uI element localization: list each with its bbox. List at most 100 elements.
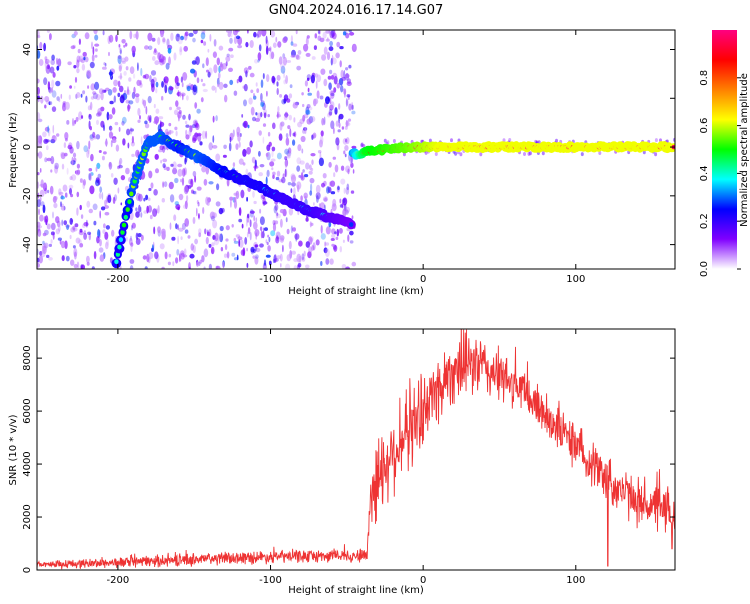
- spectrogram-noise-cell: [108, 34, 114, 43]
- spectrogram-noise-cell: [104, 211, 110, 216]
- spectrogram-noise-cell: [348, 103, 352, 111]
- spectrogram-noise-cell: [50, 59, 55, 66]
- spectrogram-noise-cell: [324, 241, 327, 247]
- spectrogram-noise-cell: [272, 219, 276, 226]
- spectrogram-noise-cell: [186, 85, 191, 92]
- spectrogram-noise-cell: [192, 86, 197, 96]
- spectrogram-noise-cell: [55, 216, 60, 224]
- spectrogram-noise-cell: [83, 232, 87, 240]
- spectrogram-noise-cell: [112, 196, 116, 204]
- spectrogram-noise-cell: [333, 87, 337, 93]
- spectrogram-noise-cell: [333, 75, 338, 85]
- spectrogram-noise-cell: [347, 168, 350, 175]
- spectrogram-noise-cell: [72, 121, 76, 126]
- spectrogram-noise-cell: [183, 167, 187, 176]
- spectrogram-noise-cell: [204, 228, 207, 235]
- spectrogram-noise-cell: [44, 96, 50, 102]
- spectrogram-noise-cell: [342, 197, 348, 206]
- spectrogram-noise-cell: [185, 134, 190, 140]
- spectrogram-noise-cell: [253, 215, 256, 222]
- spectrogram-noise-cell: [269, 161, 275, 167]
- spectrogram-noise-cell: [201, 165, 207, 173]
- spectrogram-noise-cell: [250, 89, 254, 94]
- spectrogram-noise-cell: [140, 212, 143, 218]
- spectrogram-y-axis-label: Frequency (Hz): [8, 112, 19, 188]
- spectrogram-noise-cell: [205, 57, 209, 67]
- spectrogram-noise-cell: [124, 56, 129, 62]
- spectrogram-noise-cell: [42, 232, 47, 237]
- spectrogram-noise-cell: [329, 89, 334, 96]
- spectrogram-noise-cell: [50, 239, 53, 244]
- spectrogram-noise-cell: [277, 111, 279, 119]
- spectrogram-noise-cell: [243, 83, 248, 92]
- spectrogram-noise-cell: [153, 103, 156, 109]
- spectrogram-noise-cell: [339, 198, 342, 204]
- spectrogram-noise-cell: [308, 170, 313, 175]
- spectrogram-noise-cell: [217, 233, 222, 242]
- spectrogram-noise-cell: [202, 88, 208, 93]
- spectrogram-noise-cell: [180, 236, 183, 241]
- spectrogram-noise-cell: [287, 125, 291, 130]
- spectrogram-noise-cell: [70, 45, 76, 50]
- spectrogram-noise-cell: [313, 202, 315, 206]
- spectrogram-noise-cell: [179, 91, 182, 98]
- spectrogram-noise-cell: [317, 150, 322, 154]
- spectrogram-noise-cell: [230, 31, 233, 38]
- spectrogram-noise-cell: [110, 173, 114, 178]
- spectrogram-noise-cell: [200, 39, 204, 44]
- spectrogram-noise-cell: [283, 70, 285, 79]
- spectrogram-noise-cell: [69, 187, 72, 195]
- spectrogram-noise-cell: [300, 135, 306, 143]
- spectrogram-noise-cell: [75, 116, 79, 122]
- spectrogram-noise-cell: [157, 37, 161, 46]
- spectrogram-noise-cell: [188, 266, 191, 269]
- spectrogram-noise-cell: [301, 92, 304, 96]
- spectrogram-noise-cell: [154, 60, 160, 66]
- spectrogram-noise-cell: [298, 174, 302, 178]
- spectrogram-noise-cell: [54, 162, 59, 170]
- spectrogram-noise-cell: [177, 90, 180, 97]
- spectrogram-noise-cell: [163, 76, 169, 84]
- spectrogram-noise-cell: [345, 266, 350, 269]
- spectrogram-noise-cell: [272, 171, 276, 176]
- snr-y-tick-label: 4000: [22, 451, 33, 476]
- spectrogram-noise-cell: [351, 110, 356, 115]
- spectrogram-noise-cell: [340, 178, 346, 185]
- spectrogram-noise-cell: [66, 120, 70, 125]
- spectrogram-noise-cell: [191, 189, 194, 194]
- spectrogram-noise-cell: [195, 122, 199, 128]
- spectrogram-noise-cell: [225, 225, 230, 231]
- spectrogram-noise-cell: [69, 217, 73, 225]
- spectrogram-y-tick-label: -20: [22, 188, 33, 204]
- spectrogram-noise-cell: [215, 201, 221, 207]
- spectrogram-noise-cell: [319, 135, 324, 145]
- spectrogram-noise-cell: [153, 189, 158, 196]
- spectrogram-noise-cell: [523, 152, 526, 156]
- spectrogram-noise-cell: [654, 152, 658, 157]
- spectrogram-noise-cell: [58, 188, 62, 196]
- spectrogram-noise-cell: [76, 207, 79, 216]
- spectrogram-noise-cell: [281, 176, 286, 184]
- spectrogram-noise-cell: [286, 254, 291, 262]
- spectrogram-noise-cell: [107, 89, 113, 96]
- spectrogram-noise-cell: [290, 188, 293, 194]
- spectrogram-noise-cell: [184, 157, 187, 165]
- spectrogram-noise-cell: [280, 263, 282, 268]
- spectrogram-noise-cell: [290, 225, 293, 234]
- spectrogram-noise-cell: [140, 136, 143, 145]
- spectrogram-noise-cell: [313, 45, 317, 50]
- spectrogram-noise-cell: [306, 118, 312, 125]
- spectrogram-noise-cell: [111, 132, 114, 137]
- spectrogram-noise-cell: [318, 30, 320, 34]
- spectrogram-noise-cell: [262, 201, 268, 205]
- spectrogram-noise-cell: [50, 169, 53, 173]
- spectrogram-noise-cell: [224, 244, 228, 251]
- spectrogram-noise-cell: [135, 211, 140, 218]
- spectrogram-noise-cell: [52, 124, 55, 134]
- spectrogram-noise-cell: [284, 148, 290, 155]
- spectrogram-noise-cell: [303, 250, 306, 257]
- spectrogram-noise-cell: [88, 173, 91, 181]
- spectrogram-noise-cell: [222, 154, 227, 158]
- spectrogram-noise-cell: [208, 243, 212, 248]
- spectrogram-noise-cell: [103, 151, 107, 155]
